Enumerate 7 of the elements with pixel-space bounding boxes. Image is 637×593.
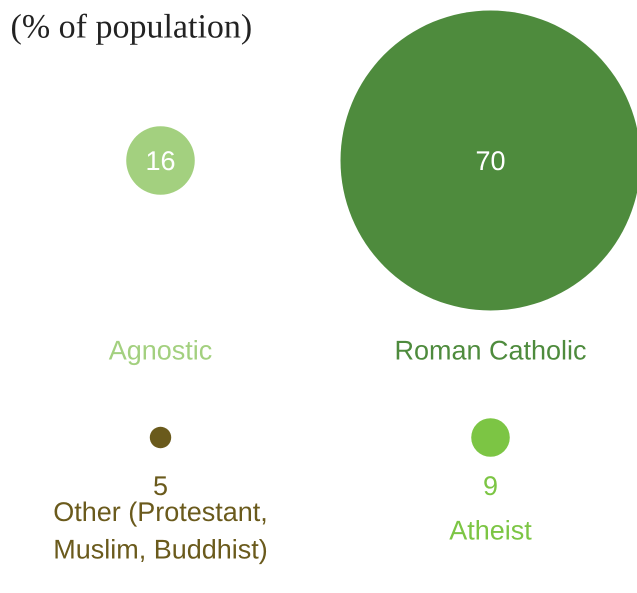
data-label: 70 [475,146,506,176]
category-label: Agnostic [108,336,212,366]
data-label: 16 [145,146,176,176]
text: (% of population) [10,8,252,46]
data-label: 9 [482,471,498,501]
category-label: Atheist [449,516,532,546]
category-label: Roman Catholic [394,336,587,366]
